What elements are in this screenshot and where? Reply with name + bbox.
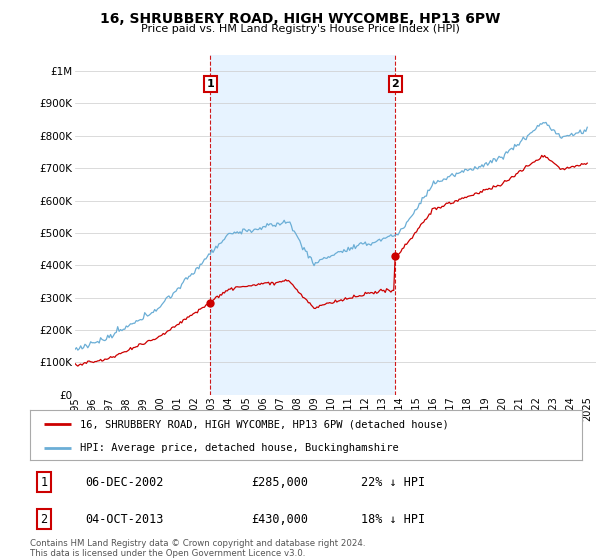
- Text: 1: 1: [40, 475, 47, 489]
- Text: 04-OCT-2013: 04-OCT-2013: [85, 512, 164, 526]
- Text: 22% ↓ HPI: 22% ↓ HPI: [361, 475, 425, 489]
- Text: 2: 2: [40, 512, 47, 526]
- Text: Contains HM Land Registry data © Crown copyright and database right 2024.
This d: Contains HM Land Registry data © Crown c…: [30, 539, 365, 558]
- Text: HPI: Average price, detached house, Buckinghamshire: HPI: Average price, detached house, Buck…: [80, 443, 398, 452]
- Text: 2: 2: [391, 79, 399, 89]
- Text: 16, SHRUBBERY ROAD, HIGH WYCOMBE, HP13 6PW (detached house): 16, SHRUBBERY ROAD, HIGH WYCOMBE, HP13 6…: [80, 419, 448, 429]
- Text: 18% ↓ HPI: 18% ↓ HPI: [361, 512, 425, 526]
- Text: Price paid vs. HM Land Registry's House Price Index (HPI): Price paid vs. HM Land Registry's House …: [140, 24, 460, 34]
- Text: 1: 1: [206, 79, 214, 89]
- Bar: [210, 55, 395, 395]
- Text: 06-DEC-2002: 06-DEC-2002: [85, 475, 164, 489]
- Text: £430,000: £430,000: [251, 512, 308, 526]
- Text: 16, SHRUBBERY ROAD, HIGH WYCOMBE, HP13 6PW: 16, SHRUBBERY ROAD, HIGH WYCOMBE, HP13 6…: [100, 12, 500, 26]
- Text: £285,000: £285,000: [251, 475, 308, 489]
